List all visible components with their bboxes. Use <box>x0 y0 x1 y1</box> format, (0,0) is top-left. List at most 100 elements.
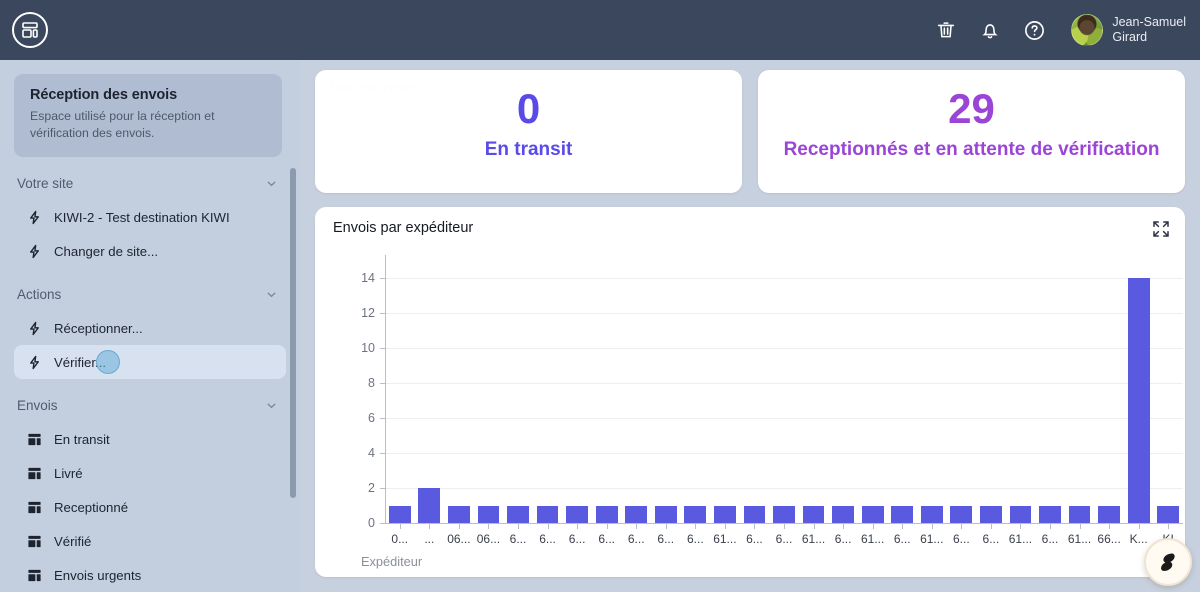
x-axis-label: 6... <box>834 532 852 546</box>
x-tick <box>724 524 726 529</box>
kpi-row: Nombre d'envois 0 En transit 29 Receptio… <box>300 60 1200 193</box>
grid-line <box>385 453 1183 455</box>
sidebar-item-label: En transit <box>54 431 110 447</box>
x-tick <box>961 524 963 529</box>
x-axis-label: 6... <box>746 532 763 546</box>
x-axis-label: 6... <box>539 532 556 546</box>
bolt-icon <box>26 320 43 337</box>
grid-line <box>385 348 1183 350</box>
bar[interactable] <box>891 505 914 523</box>
y-axis-label: 14 <box>361 271 375 286</box>
sidebar-scrollbar[interactable] <box>290 168 296 498</box>
bar[interactable] <box>595 505 618 523</box>
bar[interactable] <box>861 505 884 523</box>
x-tick <box>665 524 667 529</box>
y-axis-label: 0 <box>368 516 375 530</box>
x-axis-label: 6... <box>686 532 704 546</box>
table-icon <box>26 567 43 584</box>
sidebar-group-actions[interactable]: Actions <box>0 277 300 311</box>
sidebar-item-kiwi-2[interactable]: KIWI-2 - Test destination KIWI <box>14 200 286 234</box>
kpi-label: Receptionnés et en attente de vérificati… <box>783 139 1160 160</box>
sidebar-item-label: Envois urgents <box>54 567 142 583</box>
kpi-card-en-transit[interactable]: Nombre d'envois 0 En transit <box>315 70 742 193</box>
bar[interactable] <box>773 505 795 523</box>
x-tick <box>577 524 579 529</box>
app-logo[interactable] <box>12 12 48 48</box>
bar[interactable] <box>507 505 529 523</box>
bar[interactable] <box>1098 505 1121 523</box>
y-tick <box>380 313 385 315</box>
bar[interactable] <box>713 505 736 523</box>
kpi-ghost-label: Nombre d'envois <box>329 80 427 95</box>
bar[interactable] <box>566 505 589 523</box>
main-content: Nombre d'envois 0 En transit 29 Receptio… <box>300 60 1200 592</box>
sidebar-item-receptionne[interactable]: Receptionné <box>14 490 286 524</box>
bar[interactable] <box>1068 505 1091 523</box>
sidebar-item-en-transit[interactable]: En transit <box>14 422 286 456</box>
x-tick <box>813 524 815 529</box>
kpi-card-receptionnes[interactable]: 29 Receptionnés et en attente de vérific… <box>758 70 1185 193</box>
y-axis-label: 10 <box>361 341 375 356</box>
assistant-icon[interactable] <box>1144 538 1192 586</box>
x-axis-label: 06... <box>447 532 471 546</box>
x-axis-label: 6... <box>952 532 970 546</box>
sidebar-item-verifie[interactable]: Vérifié <box>14 524 286 558</box>
x-axis-label: 6... <box>598 532 615 546</box>
bar[interactable] <box>950 505 973 523</box>
dashboard-layout-icon <box>22 22 38 38</box>
x-axis-label: 6... <box>1041 532 1059 546</box>
x-axis-label: K... <box>1129 532 1148 546</box>
help-icon[interactable] <box>1021 17 1047 43</box>
x-tick <box>843 524 845 529</box>
y-tick <box>380 523 385 524</box>
sidebar-group-envois[interactable]: Envois <box>0 388 300 422</box>
bolt-icon <box>26 354 43 371</box>
sidebar-item-changer-de-site[interactable]: Changer de site... <box>14 234 286 268</box>
bar[interactable] <box>920 505 943 523</box>
workspace-title: Réception des envois <box>30 87 178 103</box>
topbar-actions: Jean-Samuel Girard <box>933 14 1186 46</box>
x-tick <box>1020 524 1022 529</box>
chevron-down-icon <box>267 402 276 408</box>
bar[interactable] <box>979 505 1002 523</box>
expand-fullscreen-icon[interactable] <box>1151 219 1171 239</box>
x-axis-title: Expéditeur <box>361 554 423 569</box>
x-axis-label: 6... <box>568 532 586 546</box>
sidebar-group-label: Votre site <box>17 175 74 191</box>
bar[interactable] <box>477 505 500 523</box>
bar[interactable] <box>388 505 411 523</box>
x-axis-line <box>385 523 1183 524</box>
bell-icon[interactable] <box>977 17 1003 43</box>
sidebar-item-livre[interactable]: Livré <box>14 456 286 490</box>
bar[interactable] <box>447 505 470 523</box>
x-axis-label: ... <box>424 532 435 546</box>
bar[interactable] <box>1009 505 1032 523</box>
bar[interactable] <box>654 505 677 523</box>
x-tick <box>547 524 549 529</box>
sidebar-item-envois-urgents[interactable]: Envois urgents <box>14 558 286 592</box>
sidebar-item-verifier[interactable]: Vérifier... <box>14 345 286 379</box>
bar[interactable] <box>684 505 707 523</box>
x-axis-label: 6... <box>627 532 645 546</box>
bar[interactable] <box>832 505 855 523</box>
sidebar-item-receptionner[interactable]: Réceptionner... <box>14 311 286 345</box>
bar[interactable] <box>536 505 559 523</box>
x-axis-label: 6... <box>775 532 793 546</box>
sidebar-group-votre-site[interactable]: Votre site <box>0 166 300 200</box>
bolt-icon <box>26 209 43 226</box>
bar[interactable] <box>1157 505 1180 523</box>
x-axis-label: 61... <box>713 532 737 546</box>
sidebar-item-label: Vérifier... <box>54 354 107 370</box>
x-tick <box>931 524 933 529</box>
trash-icon[interactable] <box>933 17 959 43</box>
bar[interactable] <box>418 488 441 523</box>
bar[interactable] <box>743 505 766 523</box>
x-axis-label: 6... <box>509 532 527 546</box>
bar[interactable] <box>1127 278 1150 523</box>
bar[interactable] <box>1039 505 1061 523</box>
bar[interactable] <box>802 505 825 523</box>
bar[interactable] <box>625 505 648 523</box>
sidebar-item-label: Réceptionner... <box>54 320 143 336</box>
x-axis-label: 0... <box>391 532 409 546</box>
user-menu[interactable]: Jean-Samuel Girard <box>1071 14 1186 46</box>
